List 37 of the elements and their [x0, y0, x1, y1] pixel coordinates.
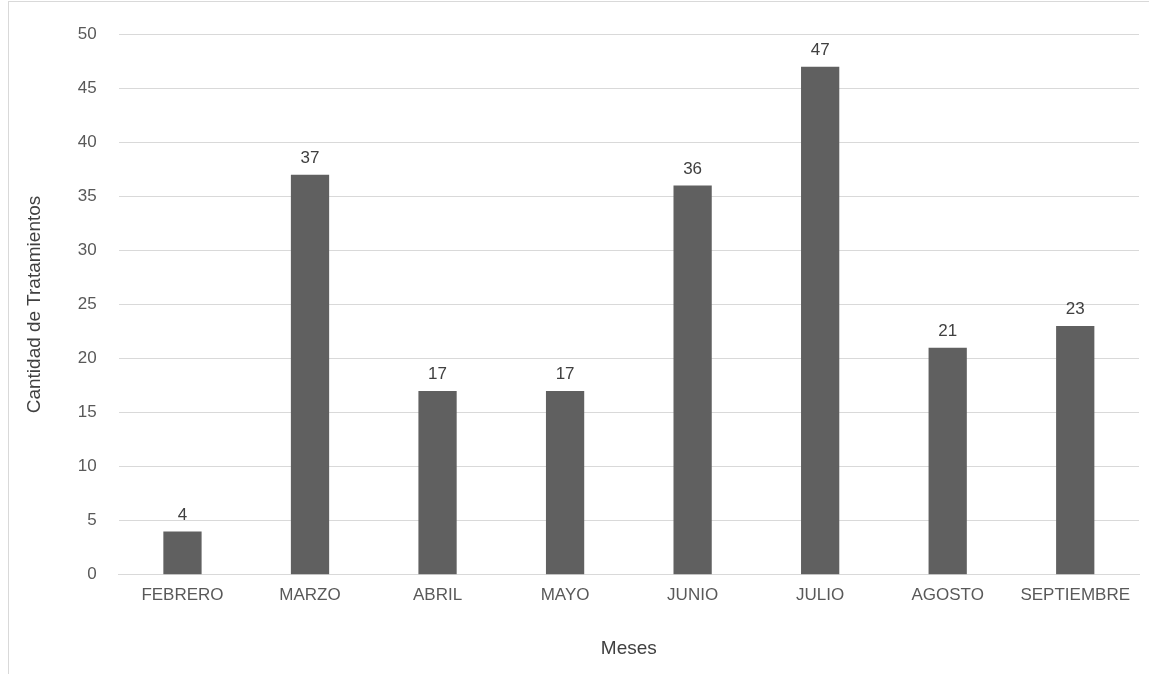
- bar: [1056, 326, 1095, 575]
- x-axis-title: Meses: [600, 636, 657, 658]
- bar: [163, 531, 202, 575]
- data-label: 21: [938, 320, 958, 340]
- y-tick-label: 25: [77, 294, 97, 314]
- y-tick-label: 50: [77, 23, 97, 43]
- y-axis-title: Cantidad de Tratamientos: [22, 195, 44, 414]
- bar: [545, 391, 585, 575]
- data-label: 4: [177, 504, 188, 524]
- y-tick-label: 10: [77, 456, 97, 476]
- data-label: 37: [300, 147, 320, 167]
- y-tick-label: 35: [77, 186, 97, 206]
- y-tick-label: 20: [77, 348, 97, 368]
- bar: [418, 391, 457, 575]
- data-label: 17: [428, 364, 448, 384]
- x-tick-label: MARZO: [279, 584, 341, 604]
- x-tick-label: JUNIO: [667, 584, 719, 604]
- bar: [290, 174, 330, 575]
- x-tick-label: FEBRERO: [141, 584, 224, 604]
- y-tick-label: 15: [77, 402, 97, 422]
- bar: [801, 66, 840, 575]
- x-tick-label: MAYO: [540, 584, 590, 604]
- data-label: 23: [1065, 299, 1085, 319]
- data-label: 17: [555, 364, 575, 384]
- data-label: 47: [810, 39, 830, 59]
- x-tick-label: ABRIL: [412, 584, 463, 604]
- y-tick-label: 30: [77, 240, 97, 260]
- x-tick-label: AGOSTO: [911, 584, 984, 604]
- y-tick-label: 5: [87, 510, 97, 530]
- data-label: 36: [683, 158, 703, 178]
- bar: [673, 185, 712, 575]
- y-tick-label: 40: [77, 132, 97, 152]
- x-tick-label: JULIO: [796, 584, 845, 604]
- y-tick-label: 0: [87, 564, 97, 584]
- bar: [928, 347, 967, 575]
- y-tick-label: 45: [77, 77, 97, 97]
- x-tick-label: SEPTIEMBRE: [1020, 584, 1131, 604]
